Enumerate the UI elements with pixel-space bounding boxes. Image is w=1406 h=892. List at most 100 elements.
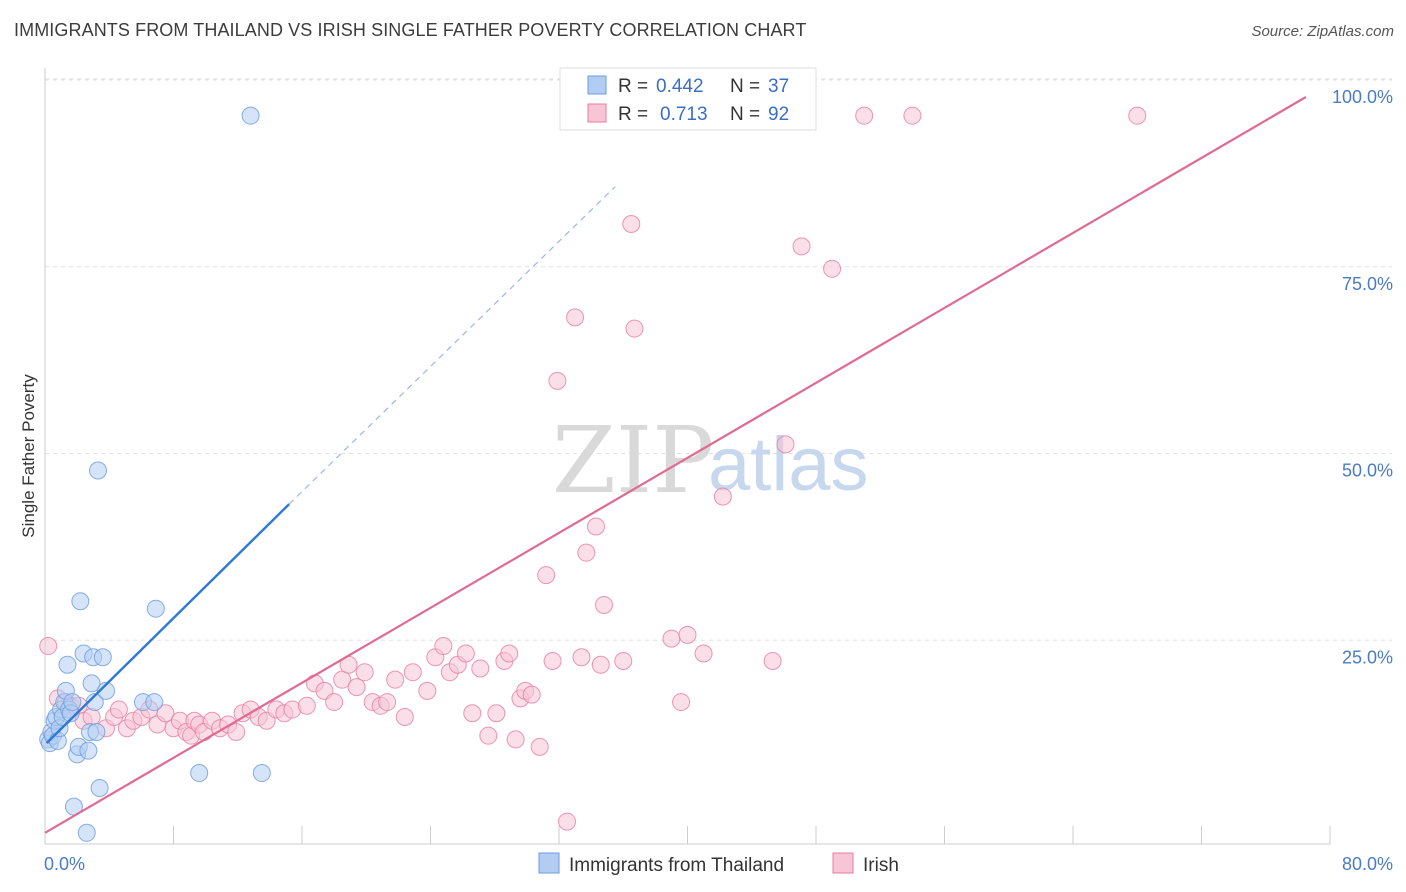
point-irish-26 <box>227 722 246 741</box>
point-irish-0 <box>39 637 58 656</box>
point-irish-85 <box>776 435 795 454</box>
point-thailand-26 <box>85 693 104 712</box>
point-irish-66 <box>543 651 562 670</box>
point-thailand-37 <box>241 106 260 125</box>
legend-r-value-irish: 0.713 <box>660 104 708 125</box>
point-irish-65 <box>537 566 556 585</box>
point-irish-80 <box>672 693 691 712</box>
stats-legend: R = 0.442 N = 37 R = 0.713 N = 92 <box>559 67 817 131</box>
point-irish-54 <box>463 704 482 723</box>
point-irish-60 <box>506 730 525 749</box>
point-irish-44 <box>378 693 397 712</box>
chart-title: IMMIGRANTS FROM THAILAND VS IRISH SINGLE… <box>14 20 807 40</box>
point-irish-6 <box>82 708 101 727</box>
point-thailand-34 <box>146 599 165 618</box>
legend-r-value-thailand: 0.442 <box>656 76 704 97</box>
series-legend: Immigrants from Thailand Irish <box>538 852 899 876</box>
point-irish-71 <box>577 543 596 562</box>
point-irish-38 <box>333 670 352 689</box>
point-irish-59 <box>500 644 519 663</box>
grid-lines <box>45 78 1392 641</box>
point-irish-88 <box>855 106 874 125</box>
point-irish-77 <box>625 319 644 338</box>
point-irish-69 <box>566 308 585 327</box>
point-irish-68 <box>558 812 577 831</box>
point-irish-84 <box>763 651 782 670</box>
point-irish-63 <box>522 685 541 704</box>
point-irish-34 <box>297 696 316 715</box>
point-irish-50 <box>434 637 453 656</box>
data-points <box>39 106 1147 842</box>
legend-n-label-irish: N = <box>730 104 760 125</box>
point-irish-79 <box>662 629 681 648</box>
point-thailand-33 <box>145 693 164 712</box>
point-thailand-12 <box>58 655 77 674</box>
point-irish-83 <box>713 487 732 506</box>
y-tick-label-1: 50.0% <box>1342 461 1393 481</box>
point-irish-75 <box>614 651 633 670</box>
point-irish-40 <box>347 678 366 697</box>
watermark-atlas: atlas <box>708 422 869 507</box>
point-thailand-19 <box>71 592 90 611</box>
axes <box>44 68 1331 845</box>
legend-n-label-thailand: N = <box>730 76 760 97</box>
y-tick-label-2: 75.0% <box>1342 274 1393 294</box>
series-label-thailand: Immigrants from Thailand <box>569 855 784 876</box>
legend-n-value-irish: 92 <box>768 104 789 125</box>
y-tick-label-0: 25.0% <box>1342 647 1393 667</box>
point-irish-73 <box>594 595 613 614</box>
legend-r-label-thailand: R = <box>618 76 648 97</box>
point-thailand-29 <box>90 778 109 797</box>
legend-swatch-irish <box>587 103 607 123</box>
point-irish-48 <box>418 681 437 700</box>
point-thailand-31 <box>97 681 116 700</box>
x-tick-label-0: 0.0% <box>44 854 85 874</box>
point-thailand-28 <box>89 461 108 480</box>
trend-lines <box>44 96 1307 834</box>
point-irish-37 <box>325 693 344 712</box>
point-irish-72 <box>586 517 605 536</box>
point-thailand-24 <box>82 674 101 693</box>
legend-r-label-irish: R = <box>618 104 648 125</box>
x-tick-labels: 0.0% 80.0% <box>44 854 1393 874</box>
point-thailand-27 <box>87 722 106 741</box>
point-irish-70 <box>572 648 591 667</box>
point-thailand-35 <box>190 764 209 783</box>
series-swatch-thailand <box>538 852 560 874</box>
legend-n-value-thailand: 37 <box>768 76 789 97</box>
point-irish-47 <box>403 663 422 682</box>
series-swatch-irish <box>832 852 854 874</box>
trend-line-thailand <box>45 503 290 745</box>
trend-line-thailand-extension <box>288 186 616 505</box>
point-irish-67 <box>548 371 567 390</box>
point-irish-90 <box>1128 106 1147 125</box>
legend-swatch-thailand <box>587 75 607 95</box>
point-irish-46 <box>395 708 414 727</box>
trend-line-irish <box>44 96 1307 834</box>
point-thailand-22 <box>79 741 98 760</box>
source-label: Source: ZipAtlas.com <box>1251 23 1394 40</box>
watermark-zip: ZIP <box>552 407 714 514</box>
point-irish-64 <box>530 737 549 756</box>
point-irish-9 <box>109 700 128 719</box>
point-irish-89 <box>903 106 922 125</box>
point-thailand-15 <box>63 693 82 712</box>
point-thailand-21 <box>77 823 96 842</box>
point-irish-86 <box>792 237 811 256</box>
point-thailand-30 <box>93 648 112 667</box>
point-irish-53 <box>456 644 475 663</box>
point-irish-87 <box>823 259 842 278</box>
x-tick-label-1: 80.0% <box>1342 854 1393 874</box>
watermark: ZIP atlas <box>552 407 869 514</box>
point-irish-82 <box>694 644 713 663</box>
point-irish-55 <box>471 659 490 678</box>
point-irish-56 <box>479 726 498 745</box>
y-tick-labels: 25.0% 50.0% 75.0% 100.0% <box>1332 87 1393 667</box>
point-irish-81 <box>678 625 697 644</box>
point-irish-76 <box>622 214 641 233</box>
point-irish-74 <box>591 655 610 674</box>
point-thailand-36 <box>252 764 271 783</box>
point-irish-41 <box>355 663 374 682</box>
point-irish-45 <box>386 670 405 689</box>
